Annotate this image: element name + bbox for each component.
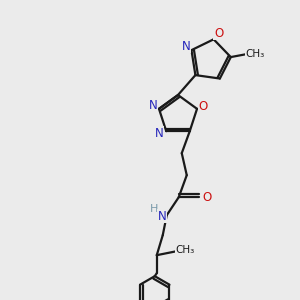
Text: H: H — [150, 204, 158, 214]
Text: N: N — [155, 127, 164, 140]
Text: N: N — [182, 40, 191, 52]
Text: CH₃: CH₃ — [175, 245, 194, 255]
Text: O: O — [202, 191, 212, 204]
Text: O: O — [198, 100, 208, 113]
Text: O: O — [214, 27, 223, 40]
Text: CH₃: CH₃ — [245, 49, 264, 59]
Text: N: N — [158, 210, 166, 223]
Text: N: N — [148, 99, 158, 112]
